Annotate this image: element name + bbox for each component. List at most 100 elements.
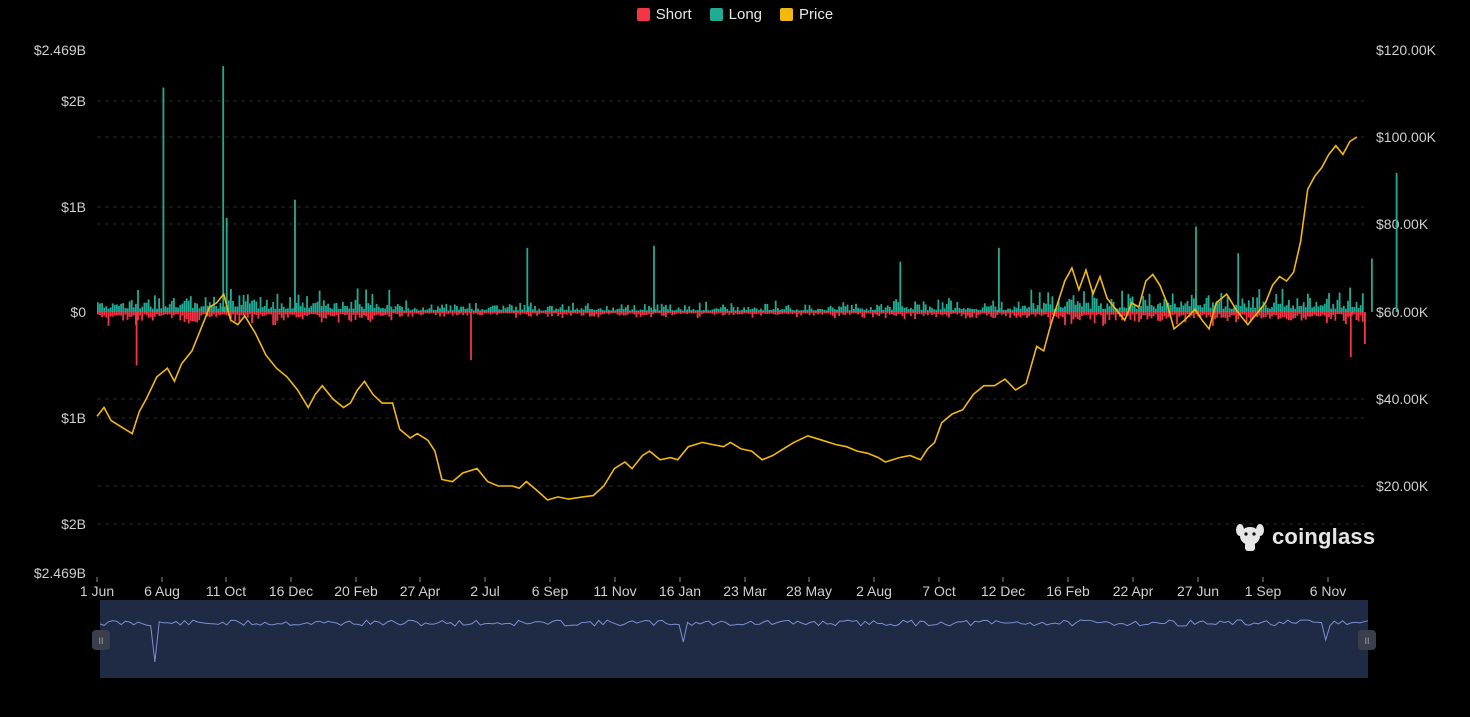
long-bar [1243, 303, 1246, 312]
long-bar [762, 310, 764, 312]
long-bar [529, 302, 532, 312]
short-bar [1102, 312, 1104, 326]
short-bar [1163, 312, 1166, 317]
long-bar [405, 300, 408, 312]
short-bar [109, 312, 112, 317]
long-bar [244, 301, 247, 312]
right-handle-grip-icon: II [1364, 636, 1369, 646]
short-bar [396, 312, 399, 315]
long-bar [280, 303, 283, 312]
short-bar [538, 312, 541, 315]
long-bar [215, 305, 218, 312]
short-bar [654, 312, 657, 313]
long-bar [418, 310, 420, 312]
right-tick-label: $120.00K [1376, 42, 1437, 58]
short-bar [542, 312, 545, 313]
short-bar [643, 312, 646, 315]
long-bar [952, 310, 954, 312]
long-bar [779, 310, 781, 312]
short-bar [1269, 312, 1271, 319]
long-bar [654, 309, 657, 312]
short-bar [650, 312, 653, 318]
long-bar [508, 304, 511, 312]
short-bar [1051, 312, 1054, 315]
long-bar [1330, 308, 1332, 312]
short-bar [770, 312, 773, 314]
long-bar [460, 306, 462, 312]
long-bar [445, 303, 448, 312]
long-bar [1026, 308, 1028, 312]
legend-item-short[interactable]: Short [636, 6, 692, 23]
long-bar [232, 301, 234, 312]
short-bar [532, 312, 534, 314]
short-bar [681, 312, 684, 313]
long-bar [878, 306, 881, 312]
long-bar [620, 304, 623, 312]
short-bar [278, 312, 281, 315]
short-bar [660, 312, 663, 316]
long-bar [430, 304, 433, 312]
short-bar [700, 312, 703, 314]
long-bar [1188, 306, 1191, 312]
legend-item-long[interactable]: Long [709, 6, 762, 23]
short-bar [561, 312, 564, 318]
long-bar [1317, 306, 1320, 312]
long-bar [998, 247, 1000, 312]
long-bar [884, 307, 887, 312]
short-bar [1068, 312, 1071, 315]
short-bar [113, 312, 116, 316]
long-bar [722, 304, 724, 312]
short-bar [1355, 312, 1358, 320]
short-bar [779, 312, 781, 315]
navigator-left-handle[interactable] [92, 630, 110, 650]
long-bar [660, 303, 663, 312]
short-bar [916, 312, 919, 315]
short-bar [164, 312, 167, 315]
long-bar [270, 307, 272, 312]
long-bar [941, 302, 944, 312]
long-bar [842, 302, 845, 312]
long-bar [297, 294, 300, 312]
short-bar [339, 312, 342, 315]
long-bar [367, 303, 370, 312]
range-navigator[interactable]: II II [92, 600, 1376, 678]
short-bar [234, 312, 237, 322]
short-bar [1059, 312, 1062, 316]
short-bar [477, 312, 479, 315]
short-bar [707, 312, 710, 314]
short-bar [1220, 312, 1223, 318]
legend-item-price[interactable]: Price [780, 6, 833, 23]
long-bar [1258, 289, 1261, 312]
long-bar [481, 309, 484, 312]
short-bar [920, 312, 923, 315]
long-bar [103, 307, 106, 312]
long-bar [1302, 302, 1305, 312]
short-bar [1214, 312, 1216, 320]
chart-legend: Short Long Price [0, 6, 1470, 23]
x-tick-label: 23 Mar [723, 583, 767, 599]
short-bar [299, 312, 302, 317]
short-bar [1036, 312, 1039, 315]
long-bar [1049, 304, 1052, 312]
long-bar [380, 308, 382, 312]
short-bar [616, 312, 619, 315]
short-bar [230, 312, 232, 319]
short-bar [1292, 312, 1294, 319]
long-bar [1228, 308, 1231, 312]
long-bar [356, 288, 359, 312]
navigator-right-handle[interactable] [1358, 630, 1376, 650]
long-bar [257, 308, 260, 312]
long-bar [933, 309, 935, 312]
short-bar [1361, 312, 1364, 322]
long-bar [371, 294, 374, 312]
short-bar [413, 312, 416, 314]
short-bar [213, 312, 215, 315]
short-bar [1302, 312, 1305, 318]
long-bar [1002, 310, 1005, 312]
long-bar [217, 308, 220, 312]
short-bar [656, 312, 659, 314]
short-bar [491, 312, 494, 314]
short-bar [1357, 312, 1360, 322]
short-bar [629, 312, 631, 313]
short-bar [1247, 312, 1250, 318]
